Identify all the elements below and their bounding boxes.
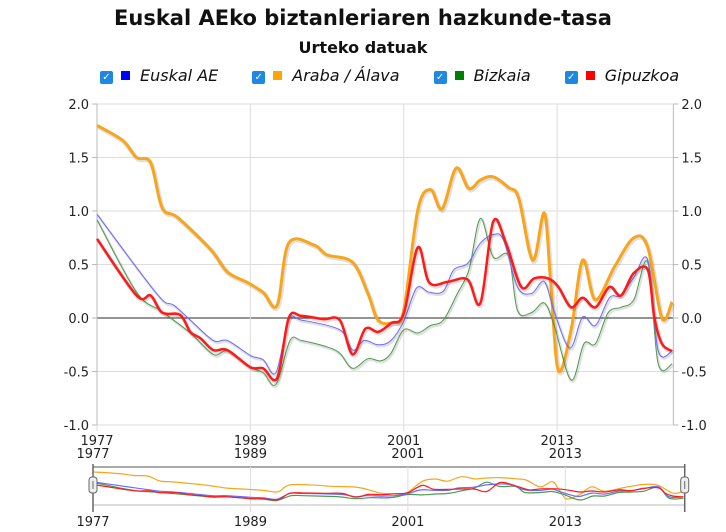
series-line-euskal-ae (96, 213, 673, 375)
navigator-series-line (92, 471, 684, 500)
series-line-gipuzkoa (95, 218, 673, 382)
y-tick-label-right: 1.0 (681, 205, 702, 220)
series-line-araba-lava (96, 124, 674, 374)
checkbox-icon[interactable]: ✓ (433, 71, 447, 84)
navigator-background (93, 466, 685, 506)
y-tick-label-right: 2.0 (681, 98, 702, 113)
legend-item[interactable]: ✓ Araba / Álava (252, 66, 400, 85)
legend-swatch (121, 71, 130, 80)
series-shadow (96, 218, 674, 389)
legend-swatch (273, 71, 283, 80)
navigator-top-tick-label: 2013 (549, 447, 582, 462)
chart-subtitle: Urteko datuak (298, 38, 428, 57)
y-tick-label-right: -1.0 (681, 419, 706, 434)
y-tick-label-left: 2.0 (68, 98, 89, 113)
y-tick-label-left: -0.5 (64, 366, 89, 381)
navigator-bottom-tick-label: 2001 (391, 515, 424, 530)
legend-swatch (454, 71, 464, 80)
legend-label: Euskal AE (140, 66, 219, 85)
navigator-top-tick-label: 2001 (391, 447, 424, 462)
legend: ✓ Euskal AE ✓ Araba / Álava ✓ Bizkaia ✓ Gipuzko… (100, 66, 713, 85)
legend-swatch (585, 71, 595, 80)
checkbox-icon[interactable]: ✓ (100, 71, 113, 84)
y-tick-label-right: 0.5 (681, 259, 702, 274)
navigator-bottom-tick-label: 1977 (76, 515, 109, 530)
x-tick-label: 1989 (234, 434, 267, 449)
y-tick-label-left: -1.0 (64, 419, 89, 434)
navigator-series-line (92, 481, 684, 500)
y-tick-label-right: 1.5 (681, 152, 702, 167)
series-shadow (96, 124, 676, 376)
y-tick-label-right: 0.0 (681, 312, 702, 327)
legend-item[interactable]: ✓ Bizkaia (433, 66, 531, 85)
chart-title: Euskal AEko biztanleriaren hazkunde-tasa (114, 6, 612, 30)
navigator-bottom-tick-label: 2013 (549, 515, 582, 530)
y-tick-label-left: 0.0 (68, 312, 89, 327)
x-tick-label: 2013 (541, 434, 574, 449)
navigator: 1977 1977 1989 1989 2001 2001 2013 2013 (76, 447, 690, 530)
y-tick-label-left: 0.5 (68, 259, 89, 274)
legend-item[interactable]: ✓ Euskal AE (100, 66, 218, 85)
y-tick-label-right: -0.5 (681, 366, 706, 381)
x-tick-label: 2001 (387, 434, 420, 449)
navigator-bottom-tick-label: 1989 (234, 515, 267, 530)
navigator-top-tick-label: 1989 (234, 447, 267, 462)
legend-label: Bizkaia (473, 66, 531, 85)
series-lines (95, 124, 676, 389)
legend-label: Araba / Álava (292, 66, 400, 85)
navigator-series-line (92, 481, 684, 501)
checkbox-icon[interactable]: ✓ (564, 71, 578, 84)
navigator-top-tick-label: 1977 (76, 447, 109, 462)
x-tick-label: 1977 (80, 434, 113, 449)
y-tick-label-left: 1.0 (68, 205, 89, 220)
checkbox-icon[interactable]: ✓ (252, 71, 266, 84)
series-shadow (96, 214, 674, 377)
legend-label: Gipuzkoa (604, 66, 680, 85)
legend-item[interactable]: ✓ Gipuzkoa (564, 66, 680, 85)
grid: 2.0 2.0 1.5 1.5 1.0 1.0 0.5 0.5 0.0 0.0 -0.5 -0.5 -1… (64, 98, 707, 449)
y-tick-label-left: 1.5 (68, 152, 89, 167)
